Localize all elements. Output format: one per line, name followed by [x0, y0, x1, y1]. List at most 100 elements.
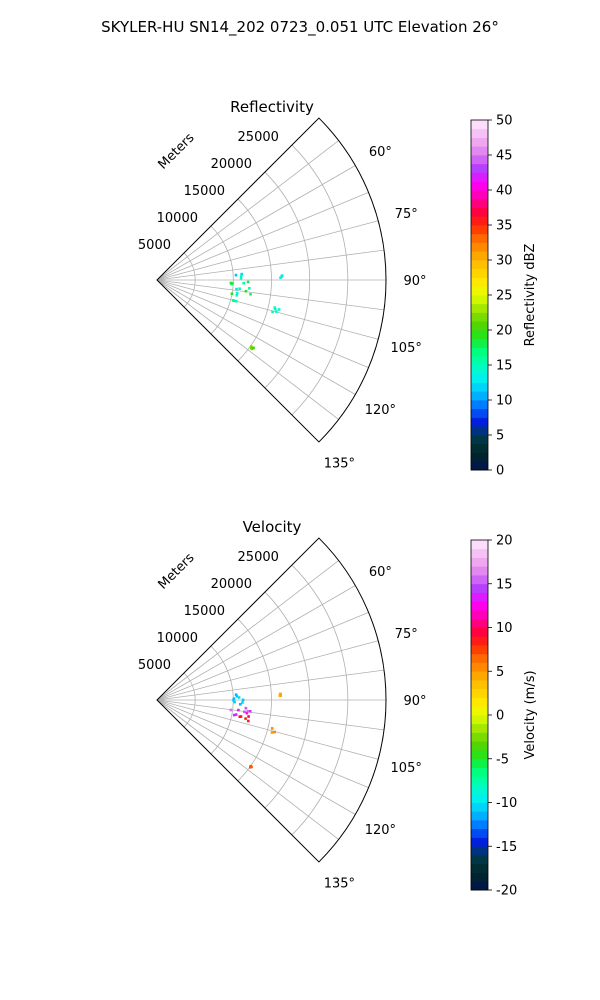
echo-gate	[274, 307, 277, 311]
echo-gate	[247, 715, 250, 718]
echo-field	[229, 272, 284, 351]
echo-region	[249, 345, 255, 351]
echo-gate	[234, 713, 238, 716]
colorbar-tick-label: 0	[496, 709, 504, 724]
colorbar-segment	[471, 172, 488, 182]
velocity-panel: Velocity 5000 10000 15000 20000 25000 Meters 60…	[138, 518, 538, 899]
azimuth-spoke	[156, 249, 385, 281]
echo-gate	[239, 274, 243, 278]
echo-gate	[280, 275, 283, 278]
colorbar-segment	[471, 680, 488, 690]
colorbar-segment	[471, 190, 488, 200]
echo-gate	[246, 709, 250, 713]
colorbar-tick-label: 10	[496, 621, 513, 636]
echo-region	[231, 299, 238, 303]
azimuth-spoke	[156, 165, 356, 281]
radial-tick-label: 5000	[138, 658, 171, 673]
colorbar-segment	[471, 540, 488, 550]
colorbar-tick-label: 30	[496, 254, 513, 269]
echo-region	[271, 306, 281, 314]
azimuth-spoke	[156, 585, 356, 701]
echo-gate	[234, 273, 238, 277]
colorbar-segment	[471, 225, 488, 235]
radial-tick-label: 10000	[157, 211, 198, 226]
colorbar-tick-label: -20	[496, 884, 517, 899]
echo-field	[229, 692, 282, 769]
azimuth-tick-label: 120°	[365, 403, 396, 418]
radial-tick-label: 5000	[138, 238, 171, 253]
azimuth-tick-label: 60°	[369, 145, 392, 160]
colorbar: 0 5 10 15 20 25 30 35 40 45 50 Reflectivity dBZ	[470, 114, 538, 479]
colorbar-segment	[471, 811, 488, 821]
echo-gate	[231, 282, 234, 285]
colorbar-tick-label: 10	[496, 394, 513, 409]
azimuth-spoke	[156, 191, 369, 281]
colorbar-segment	[471, 321, 488, 331]
azimuth-spoke	[156, 699, 385, 731]
echo-gate	[232, 699, 235, 702]
colorbar-tick-label: 15	[496, 359, 513, 374]
colorbar-segment	[471, 881, 488, 891]
azimuth-spoke	[156, 220, 379, 281]
colorbar-segment	[471, 662, 488, 672]
colorbar-segment	[471, 820, 488, 830]
echo-gate	[247, 719, 250, 723]
colorbar-tick-label: 50	[496, 114, 513, 129]
echo-region	[270, 727, 276, 734]
colorbar-segment	[471, 435, 488, 445]
colorbar-tick-label: 35	[496, 219, 513, 234]
echo-region	[278, 692, 282, 697]
azimuth-tick-label: 135°	[324, 876, 355, 891]
radial-axis-label: Meters	[156, 550, 198, 592]
echo-gate	[235, 287, 238, 291]
echo-gate	[244, 289, 248, 293]
colorbar-segment	[471, 286, 488, 296]
colorbar-segment	[471, 636, 488, 646]
colorbar-segment	[471, 277, 488, 287]
colorbar-segment	[471, 872, 488, 882]
echo-gate	[235, 291, 239, 295]
colorbar-segment	[471, 426, 488, 436]
echo-gate	[270, 727, 274, 730]
colorbar-segment	[471, 120, 488, 130]
radial-axis-label: Meters	[156, 130, 198, 172]
colorbar-segment	[471, 461, 488, 471]
echo-gate	[239, 277, 243, 280]
echo-gate	[243, 710, 246, 714]
colorbar-segment	[471, 645, 488, 655]
echo-gate	[249, 293, 252, 296]
echo-region	[243, 706, 252, 715]
colorbar-segment	[471, 583, 488, 593]
colorbar-segment	[471, 706, 488, 716]
panel-title: Velocity	[243, 518, 302, 536]
reflectivity-panel: Reflectivity 5000 10000 15000 20000 25000 Mete…	[138, 98, 538, 479]
sector-outline	[156, 537, 387, 863]
echo-gate	[232, 713, 236, 717]
echo-region	[229, 280, 251, 291]
echo-gate	[229, 708, 233, 712]
figure-suptitle: SKYLER-HU SN14_202 0723_0.051 UTC Elevat…	[101, 18, 499, 37]
azimuth-spoke	[156, 140, 339, 281]
azimuth-spoke	[156, 279, 379, 340]
azimuth-spoke	[156, 699, 356, 815]
echo-gate	[238, 287, 241, 290]
colorbar-segment	[471, 767, 488, 777]
azimuth-spoke	[156, 669, 385, 701]
echo-gate	[277, 308, 281, 311]
echo-gate	[246, 280, 250, 284]
colorbar-segment	[471, 268, 488, 278]
colorbar-segment	[471, 251, 488, 261]
azimuth-tick-label: 105°	[391, 761, 422, 776]
colorbar-segment	[471, 846, 488, 856]
colorbar-tick-label: 5	[496, 665, 504, 680]
colorbar-segment	[471, 601, 488, 611]
colorbar-segment	[471, 758, 488, 768]
echo-gate	[271, 310, 274, 314]
azimuth-tick-label: 75°	[395, 207, 418, 222]
echo-region	[232, 693, 245, 702]
echo-gate	[240, 272, 243, 276]
azimuth-tick-label: 135°	[324, 456, 355, 471]
colorbar-segment	[471, 443, 488, 453]
echo-gate	[233, 700, 236, 704]
colorbar: -20 -15 -10 -5 0 5 10 15 20 Velocity (m/s)	[470, 534, 538, 899]
